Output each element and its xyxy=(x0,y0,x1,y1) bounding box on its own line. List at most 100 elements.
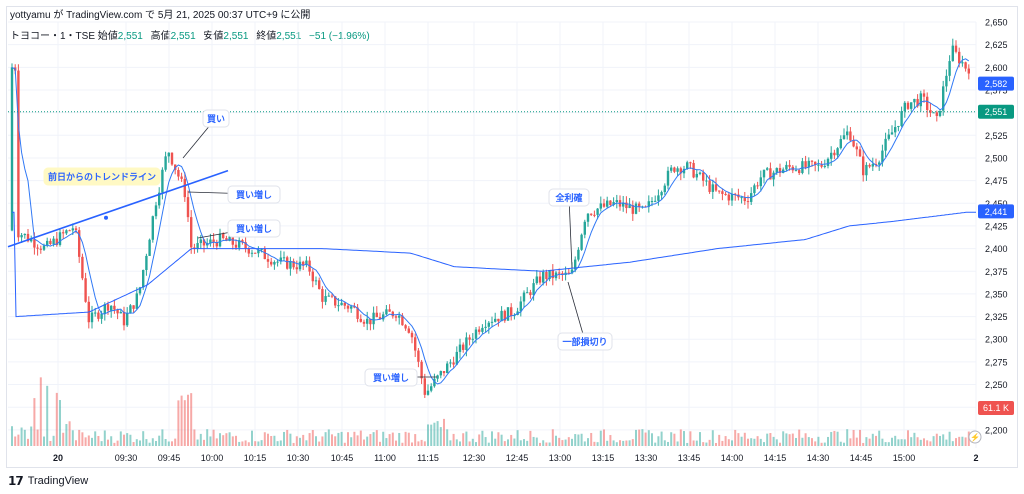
volume-bar xyxy=(116,440,119,446)
volume-bar xyxy=(727,439,730,446)
footer-brand[interactable]: 𝟭𝟳 TradingView xyxy=(8,474,88,488)
candle-body xyxy=(263,248,266,260)
candle-body xyxy=(903,102,906,112)
volume-bar xyxy=(331,434,333,446)
x-tick-label: 10:30 xyxy=(287,453,310,463)
candles xyxy=(10,38,970,398)
volume-bars xyxy=(11,377,970,446)
volume-bar xyxy=(174,438,177,446)
high-label: 高値 xyxy=(150,31,171,42)
volume-bar xyxy=(503,441,506,446)
volume-bar xyxy=(667,441,669,446)
candle-body xyxy=(375,312,378,318)
volume-bar xyxy=(884,442,887,446)
volume-bar xyxy=(148,442,151,446)
y-tick-label: 2,350 xyxy=(985,289,1008,299)
annotation-add-buy-1: 買い増し xyxy=(236,189,272,201)
volume-bar xyxy=(36,429,39,446)
candle-body xyxy=(801,161,804,174)
change-value: −51 (−1.96%) xyxy=(309,31,370,42)
volume-bar xyxy=(484,437,487,446)
volume-bar xyxy=(830,431,833,446)
candle-body xyxy=(542,272,545,283)
volume-bar xyxy=(705,442,708,446)
volume-bar xyxy=(555,435,557,446)
candle-body xyxy=(46,240,49,246)
candle-body xyxy=(730,193,734,201)
candle-body xyxy=(94,312,97,314)
candle-body xyxy=(535,276,538,284)
volume-bar xyxy=(478,434,481,446)
volume-bar xyxy=(372,432,375,446)
candle-body xyxy=(548,270,551,279)
candle-body xyxy=(426,390,430,395)
volume-bar xyxy=(391,432,394,446)
volume-bar xyxy=(43,436,45,446)
volume-bar xyxy=(161,429,164,446)
volume-bar xyxy=(235,435,237,446)
candle-body xyxy=(519,301,522,312)
volume-bar xyxy=(900,439,903,446)
candle-body xyxy=(324,296,327,302)
candle-body xyxy=(465,337,468,350)
volume-bar xyxy=(244,440,247,446)
price-axis-label: 2,551 xyxy=(985,107,1008,117)
candle-body xyxy=(49,240,52,244)
volume-bar xyxy=(635,429,637,446)
volume-bar xyxy=(699,432,701,446)
volume-bar xyxy=(916,437,919,446)
volume-bar xyxy=(510,434,513,446)
candle-body xyxy=(724,193,727,195)
candle-body xyxy=(55,238,58,245)
volume-bar xyxy=(398,432,401,446)
candle-body xyxy=(663,185,666,193)
candle-body xyxy=(948,61,951,76)
candle-body xyxy=(330,295,334,297)
volume-bar xyxy=(507,439,509,446)
candle-body xyxy=(62,232,65,234)
candle-body xyxy=(673,167,676,172)
annotation-add-buy-2-box xyxy=(227,219,281,238)
volume-bar xyxy=(615,442,618,446)
x-tick-label: 13:00 xyxy=(549,453,572,463)
candle-body xyxy=(164,156,167,170)
candle-body xyxy=(327,295,330,297)
candle-body xyxy=(545,272,548,279)
candle-body xyxy=(942,86,945,111)
candle-body xyxy=(103,304,106,314)
volume-bar xyxy=(62,432,65,446)
volume-bar xyxy=(606,440,609,446)
volume-bar xyxy=(145,439,148,446)
volume-bar xyxy=(718,434,721,446)
volume-bar xyxy=(55,392,58,446)
y-tick-label: 2,300 xyxy=(985,335,1008,345)
candle-body xyxy=(190,217,193,248)
annotation-add-buy-3: 買い増し xyxy=(373,372,409,384)
candle-body xyxy=(842,135,846,140)
volume-bar xyxy=(11,426,13,446)
candle-body xyxy=(378,317,382,320)
candle-body xyxy=(612,202,615,205)
candle-body xyxy=(340,302,343,306)
x-tick-label: 12:45 xyxy=(506,453,529,463)
candle-body xyxy=(74,228,78,231)
candle-body xyxy=(586,213,590,222)
volume-bar xyxy=(171,441,173,446)
volume-bar xyxy=(590,432,593,446)
candle-body xyxy=(391,311,394,317)
volume-bar xyxy=(903,439,906,446)
y-tick-label: 2,475 xyxy=(985,176,1008,186)
trendline-label-box xyxy=(43,167,161,186)
volume-bar xyxy=(68,421,71,446)
candle-body xyxy=(945,75,948,87)
candle-body xyxy=(78,230,81,257)
volume-bar xyxy=(961,436,964,446)
candle-body xyxy=(119,311,122,314)
candle-body xyxy=(298,261,302,270)
candle-body xyxy=(202,239,206,246)
volume-bar xyxy=(564,439,567,446)
candle-body xyxy=(865,164,868,176)
volume-bar xyxy=(654,442,657,446)
chart-frame xyxy=(6,6,1018,468)
